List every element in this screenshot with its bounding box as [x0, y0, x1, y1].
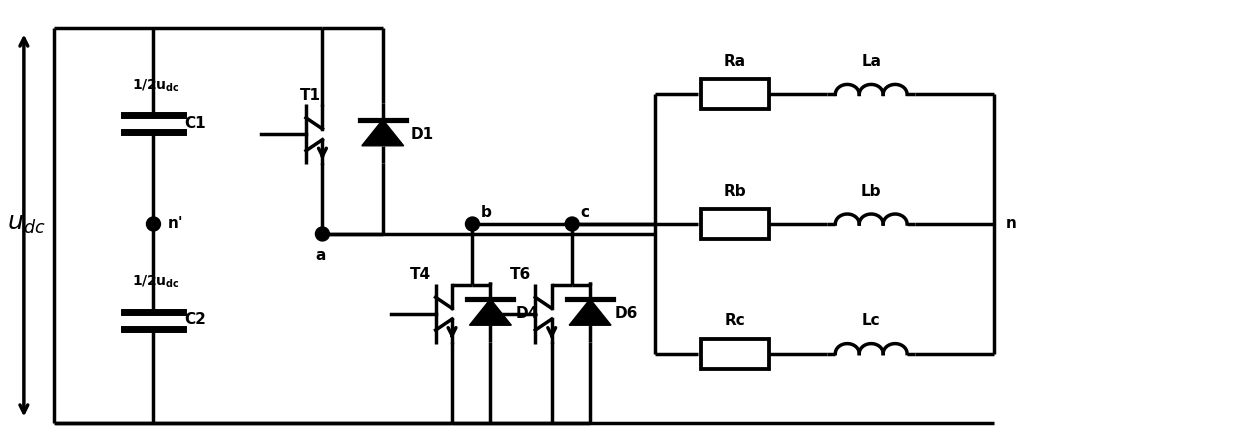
Text: $\boldsymbol{\mathit{u}}_{dc}$: $\boldsymbol{\mathit{u}}_{dc}$ — [7, 212, 46, 236]
Polygon shape — [569, 299, 611, 325]
Circle shape — [466, 217, 479, 231]
Circle shape — [146, 217, 160, 231]
Text: c: c — [580, 205, 589, 220]
Text: C1: C1 — [185, 116, 206, 131]
Bar — [701, 80, 768, 109]
Text: D6: D6 — [615, 306, 638, 321]
Circle shape — [316, 227, 330, 241]
Text: D4: D4 — [515, 306, 539, 321]
Bar — [701, 209, 768, 239]
Text: Ra: Ra — [724, 54, 746, 69]
Circle shape — [565, 217, 579, 231]
Text: Lc: Lc — [862, 313, 881, 328]
Text: $\mathbf{1/2u_{dc}}$: $\mathbf{1/2u_{dc}}$ — [131, 77, 180, 94]
Text: T4: T4 — [410, 267, 431, 282]
Text: Rc: Rc — [725, 313, 745, 328]
Polygon shape — [362, 120, 404, 146]
Text: n: n — [1006, 217, 1017, 232]
Text: Rb: Rb — [724, 183, 746, 198]
Text: n': n' — [167, 217, 183, 232]
Text: D1: D1 — [410, 127, 434, 142]
Text: C2: C2 — [185, 312, 206, 327]
Text: b: b — [481, 205, 492, 220]
Text: La: La — [861, 54, 881, 69]
Text: T6: T6 — [509, 267, 532, 282]
Text: T1: T1 — [300, 88, 321, 103]
Text: Lb: Lb — [861, 183, 881, 198]
Polygon shape — [470, 299, 512, 325]
Text: $\mathbf{1/2u_{dc}}$: $\mathbf{1/2u_{dc}}$ — [131, 274, 180, 290]
Text: a: a — [315, 248, 326, 263]
Bar — [701, 339, 768, 369]
